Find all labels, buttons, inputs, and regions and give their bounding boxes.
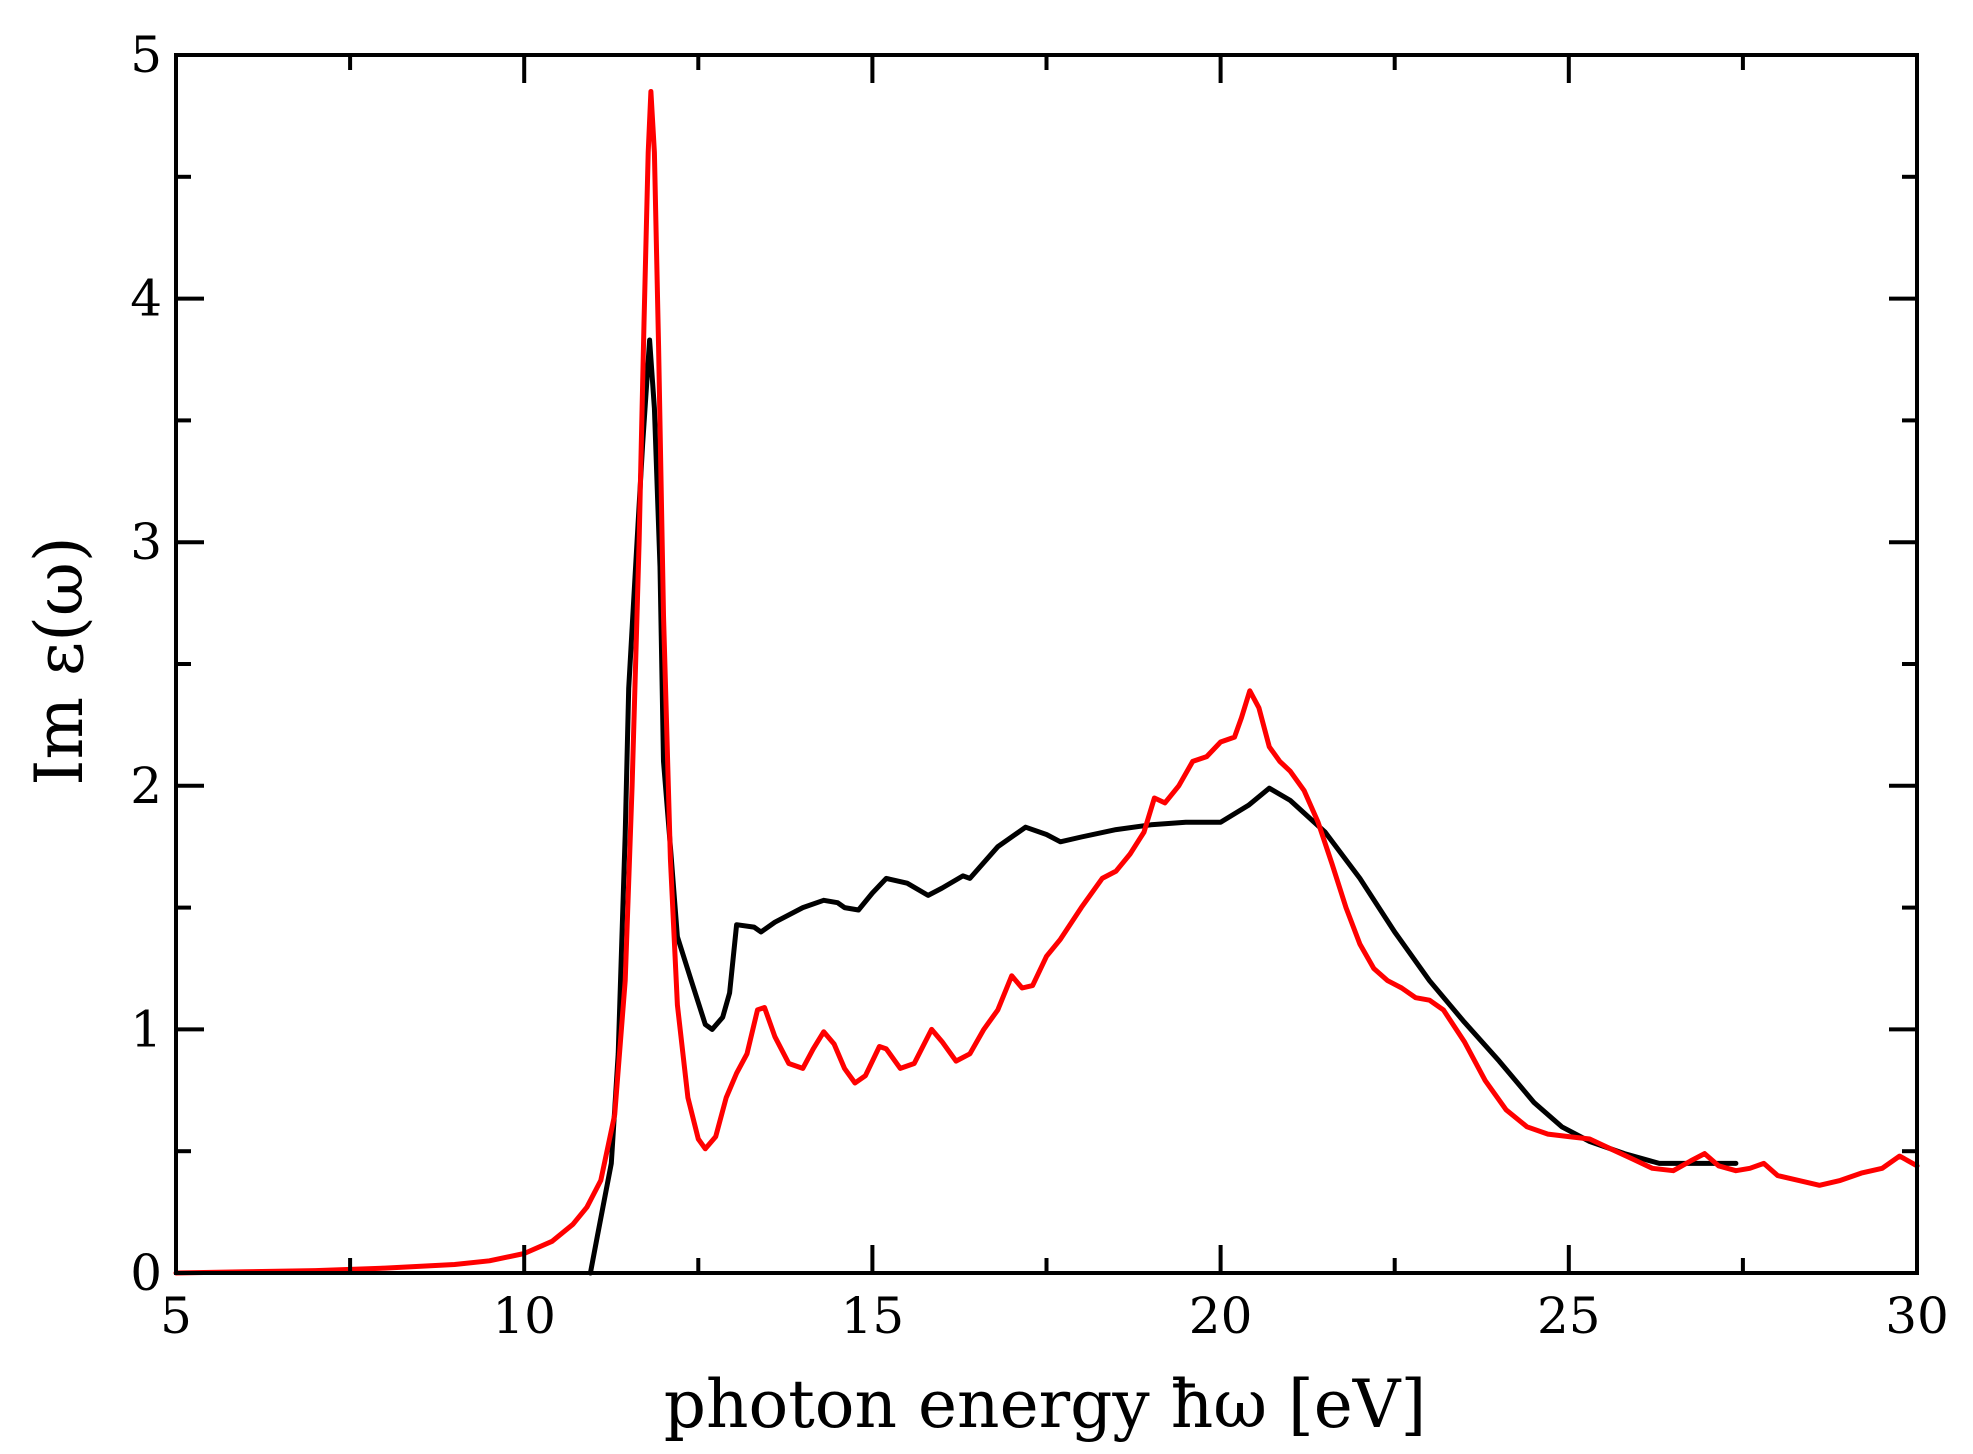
y-tick-label: 1 xyxy=(130,1000,162,1058)
x-tick-label: 25 xyxy=(1537,1287,1601,1345)
x-tick-label: 20 xyxy=(1189,1287,1253,1345)
x-tick-label: 15 xyxy=(841,1287,905,1345)
series-line-red xyxy=(173,89,1920,1276)
x-tick-label: 30 xyxy=(1885,1287,1949,1345)
y-tick-label: 3 xyxy=(130,513,162,571)
y-tick-label: 2 xyxy=(130,757,162,815)
y-tick-label: 0 xyxy=(130,1244,162,1302)
series-line-black xyxy=(587,337,1739,1276)
x-tick-label: 5 xyxy=(160,1287,192,1345)
x-axis-label: photon energy ħω [eV] xyxy=(664,1366,1426,1443)
y-tick-label: 5 xyxy=(130,26,162,84)
series-layer xyxy=(173,89,1920,1276)
tick-layer: 5 10 15 20 25 30 0 1 2 3 4 5 xyxy=(130,26,1949,1345)
x-tick-label: 10 xyxy=(492,1287,556,1345)
y-axis-label: Im ε(ω) xyxy=(21,536,98,785)
y-tick-label: 4 xyxy=(130,270,162,328)
